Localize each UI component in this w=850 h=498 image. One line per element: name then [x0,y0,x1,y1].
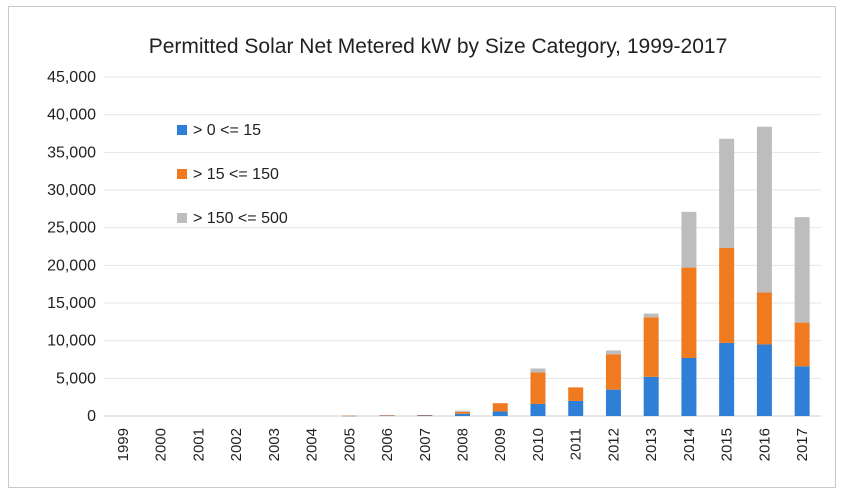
bar-segment-2005-series-2 [341,415,357,417]
x-tick-label: 2001 [190,428,207,461]
x-tick-label: 2008 [455,428,472,461]
bar-segment-2013-series-3 [643,313,659,318]
x-tick-label: 2000 [153,428,170,461]
bar-segment-2013-series-1 [643,376,659,416]
legend-label: > 150 <= 500 [193,210,288,227]
bar-segment-2007-series-1 [417,415,433,416]
y-tick-label: 20,000 [47,257,96,274]
bar-segment-2010-series-1 [530,403,546,416]
bar-segment-2010-series-3 [530,368,546,373]
bar-segment-2006-series-2 [379,415,395,416]
x-tick-label: 2003 [266,428,283,461]
x-tick-label: 2007 [417,428,434,461]
bar-segment-2009-series-2 [492,403,508,412]
bar-segment-2008-series-3 [455,410,470,412]
legend-label: > 15 <= 150 [193,166,279,183]
x-tick-label: 2012 [605,428,622,461]
x-tick-label: 2013 [643,428,660,461]
x-tick-label: 2016 [756,428,773,461]
bar-segment-2007-series-2 [417,415,433,416]
bar-segment-2008-series-2 [455,411,470,414]
chart-frame: Permitted Solar Net Metered kW by Size C… [8,6,836,488]
bar-segment-2015-series-3 [719,138,735,249]
y-tick-label: 15,000 [47,295,96,312]
legend: > 0 <= 15 > 15 <= 150 > 150 <= 500 [177,122,288,227]
y-tick-label: 0 [87,408,96,425]
y-axis-ticks: 0 5,000 10,000 15,000 20,000 25,000 30,000 35,0… [47,69,96,425]
y-tick-label: 5,000 [56,370,96,387]
bar-segment-2010-series-2 [530,372,546,404]
x-tick-label: 2015 [719,428,736,461]
x-tick-label: 2010 [530,428,547,461]
bar-segment-2015-series-2 [719,248,735,343]
y-tick-label: 40,000 [47,107,96,124]
bar-segment-2011-series-2 [568,387,584,401]
x-axis-ticks: 1999 2000 2001 2002 2003 2004 2005 2006 2007 2008… [115,428,811,461]
y-tick-label: 35,000 [47,144,96,161]
bar-segment-2012-series-3 [605,350,621,355]
y-tick-label: 30,000 [47,182,96,199]
chart-title: Permitted Solar Net Metered kW by Size C… [149,35,728,58]
bar-segment-2012-series-2 [605,354,621,390]
x-tick-label: 2004 [304,428,321,461]
bar-segment-2009-series-1 [492,411,508,416]
x-tick-label: 2006 [379,428,396,461]
x-tick-label: 2005 [341,428,358,461]
bar-segment-2016-series-1 [756,344,772,416]
bar-segment-2016-series-2 [756,292,772,345]
legend-swatch [177,125,187,135]
x-tick-label: 1999 [115,428,132,461]
bar-segment-2015-series-1 [719,342,735,416]
bar-segment-2012-series-1 [605,389,621,416]
x-tick-label: 2014 [681,428,698,461]
bar-segment-2014-series-3 [681,211,697,268]
bars [341,126,810,417]
bar-segment-2008-series-1 [455,413,470,416]
bar-segment-2017-series-3 [794,217,810,323]
legend-swatch [177,213,187,223]
bar-segment-2016-series-3 [756,126,772,293]
stacked-bar-chart: Permitted Solar Net Metered kW by Size C… [47,35,821,461]
x-tick-label: 2011 [568,428,585,460]
x-tick-label: 2009 [492,428,509,461]
y-tick-label: 25,000 [47,220,96,237]
bar-segment-2013-series-2 [643,317,659,377]
gridlines [104,76,821,417]
bar-segment-2017-series-1 [794,366,810,416]
legend-swatch [177,169,187,179]
y-tick-label: 10,000 [47,333,96,350]
x-tick-label: 2002 [228,428,245,461]
bar-segment-2014-series-2 [681,267,697,358]
x-tick-label: 2017 [794,428,811,461]
legend-label: > 0 <= 15 [193,122,261,139]
bar-segment-2014-series-1 [681,357,697,416]
bar-segment-2017-series-2 [794,322,810,367]
y-tick-label: 45,000 [47,69,96,86]
bar-segment-2011-series-1 [568,400,584,416]
